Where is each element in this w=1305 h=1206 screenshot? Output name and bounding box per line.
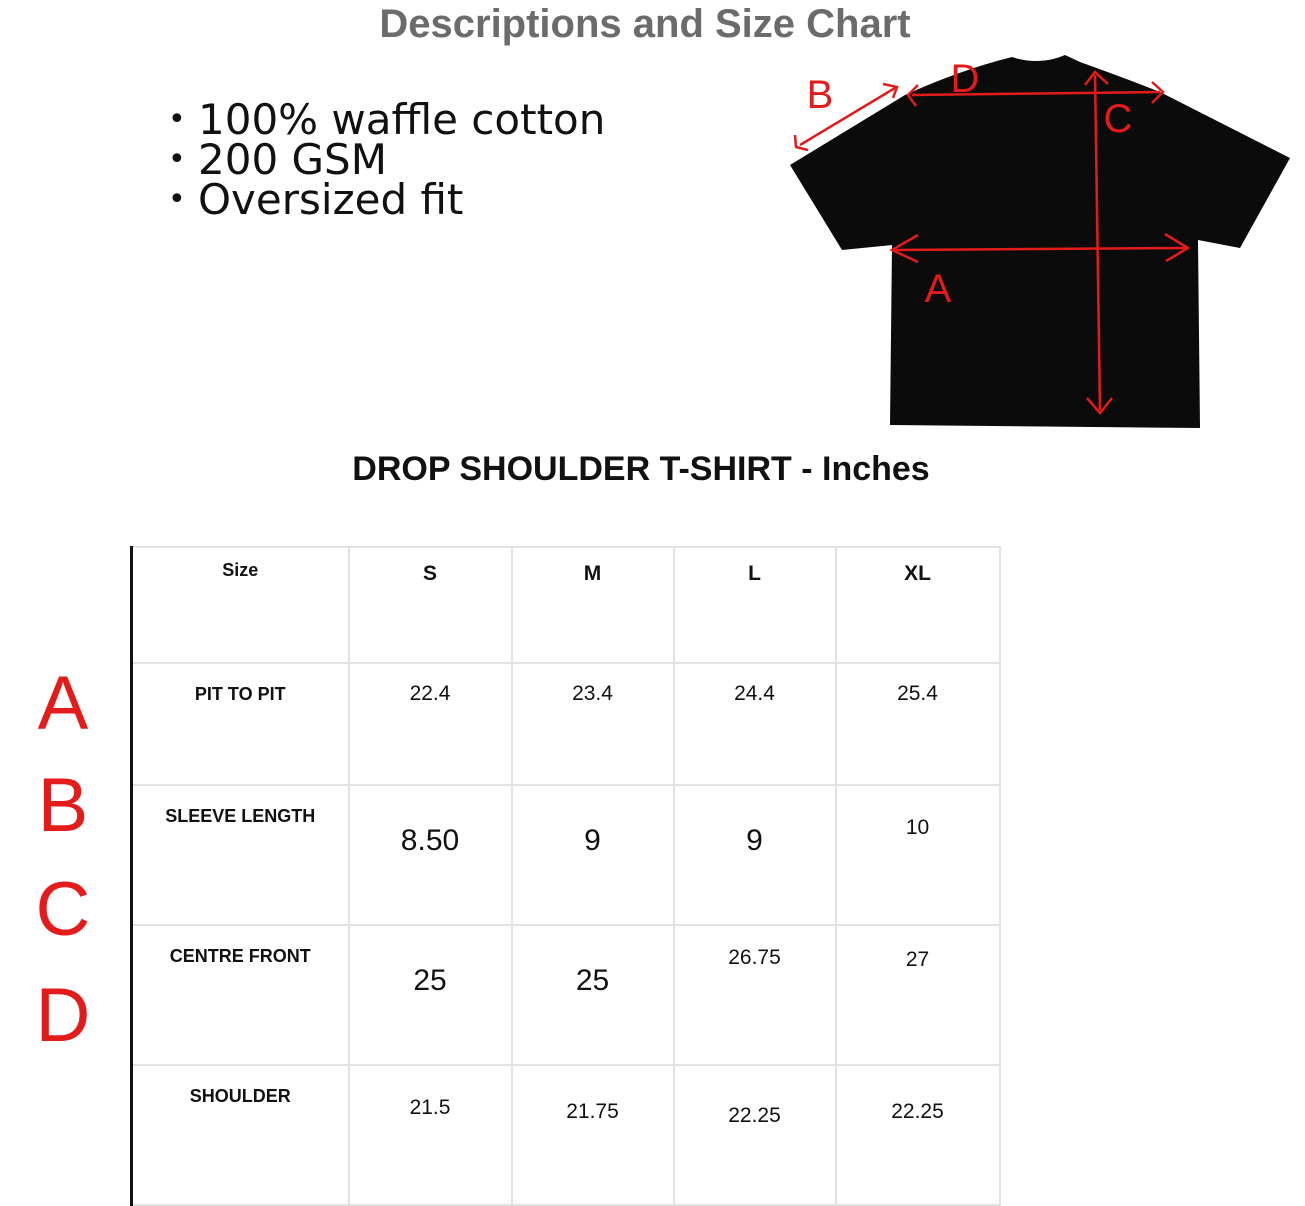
table-cell: 25 [347,924,513,1066]
row-label: SHOULDER [130,1064,350,1206]
table-cell: 21.5 [347,1064,513,1206]
tshirt-shape [790,55,1290,428]
feature-item: Oversized fit [168,179,605,221]
table-header-row: Size S M L XL [130,546,1001,664]
table-cell: 25.4 [834,662,1001,786]
table-cell: 8.50 [347,784,513,926]
feature-item: 100% waffle cotton [168,99,605,141]
row-label: CENTRE FRONT [130,924,350,1066]
size-table: Size S M L XL PIT TO PIT 22.4 23.4 24.4 … [130,546,1001,1206]
table-cell: 10 [834,784,1001,926]
table-row: SHOULDER 21.5 21.75 22.25 22.25 [130,1064,1001,1206]
table-cell: 25 [510,924,675,1066]
size-chart-title: DROP SHOULDER T-SHIRT - Inches [352,450,930,488]
table-cell: 23.4 [510,662,675,786]
table-row: SLEEVE LENGTH 8.50 9 9 10 [130,784,1001,926]
row-letter-c: C [35,867,91,952]
feature-list: 100% waffle cotton 200 GSM Oversized fit [168,99,605,221]
table-cell: 22.25 [834,1064,1001,1206]
page-title: Descriptions and Size Chart [379,2,911,46]
row-label: SLEEVE LENGTH [130,784,350,926]
svg-text:C: C [1104,97,1133,141]
header-cell: XL [834,546,1001,664]
table-cell: 21.75 [510,1064,675,1206]
header-cell: M [510,546,675,664]
table-row: CENTRE FRONT 25 25 26.75 27 [130,924,1001,1066]
svg-text:B: B [807,73,834,117]
svg-text:D: D [951,57,980,101]
row-letter-b: B [37,763,89,848]
row-label: PIT TO PIT [130,662,350,786]
header-cell: S [347,546,513,664]
svg-text:A: A [925,267,952,311]
row-letter-a: A [37,661,89,746]
feature-item: 200 GSM [168,139,605,181]
row-letter-d: D [35,973,91,1058]
table-row: PIT TO PIT 22.4 23.4 24.4 25.4 [130,662,1001,786]
table-cell: 9 [672,784,837,926]
table-cell: 22.4 [347,662,513,786]
header-cell: L [672,546,837,664]
tshirt-measurement-diagram: A B C D [790,55,1290,428]
measurement-arrows [793,70,1191,415]
table-cell: 24.4 [672,662,837,786]
table-cell: 27 [834,924,1001,1066]
table-cell: 26.75 [672,924,837,1066]
diagram-labels: A B C D [807,57,1133,311]
table-cell: 22.25 [672,1064,837,1206]
table-cell: 9 [510,784,675,926]
header-cell: Size [130,546,350,664]
